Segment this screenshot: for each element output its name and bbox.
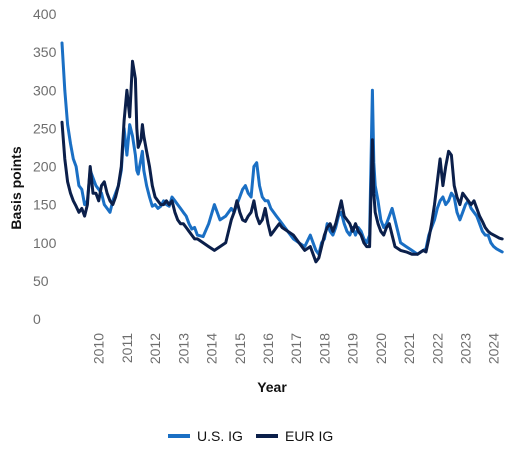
y-axis-ticks: 0 50 100 150 200 250 300 350 400 — [33, 6, 57, 327]
x-tick-label: 2017 — [288, 333, 304, 364]
x-tick-label: 2012 — [147, 333, 163, 364]
y-tick-label: 350 — [33, 44, 57, 60]
y-tick-label: 150 — [33, 197, 57, 213]
x-tick-label: 2011 — [119, 333, 135, 363]
legend-label-eur-ig: EUR IG — [285, 428, 333, 444]
series-line-us-ig — [60, 41, 504, 256]
y-tick-label: 200 — [33, 159, 57, 175]
y-tick-label: 0 — [33, 311, 41, 327]
y-tick-label: 400 — [33, 6, 57, 22]
x-tick-label: 2023 — [457, 333, 473, 364]
x-tick-label: 2020 — [373, 333, 389, 364]
legend: U.S. IG EUR IG — [168, 428, 333, 444]
series-lines — [60, 41, 504, 264]
x-tick-label: 2014 — [204, 333, 220, 364]
x-tick-label: 2010 — [91, 333, 107, 364]
series-line-eur-ig — [60, 59, 504, 264]
x-axis-title: Year — [257, 379, 287, 395]
x-tick-label: 2019 — [345, 333, 361, 364]
x-axis-ticks: 2010 2011 2012 2013 2014 2015 2016 2017 2018 2019… — [91, 333, 502, 364]
y-tick-label: 100 — [33, 235, 57, 251]
y-tick-label: 250 — [33, 120, 57, 136]
x-tick-label: 2015 — [232, 333, 248, 364]
x-tick-label: 2022 — [429, 333, 445, 364]
y-tick-label: 50 — [33, 273, 49, 289]
x-tick-label: 2021 — [401, 333, 417, 364]
x-tick-label: 2018 — [316, 333, 332, 364]
y-axis-title: Basis points — [8, 146, 24, 229]
x-tick-label: 2024 — [486, 333, 502, 364]
legend-label-us-ig: U.S. IG — [197, 428, 243, 444]
y-tick-label: 300 — [33, 82, 57, 98]
x-tick-label: 2013 — [175, 333, 191, 364]
x-tick-label: 2016 — [260, 333, 276, 364]
